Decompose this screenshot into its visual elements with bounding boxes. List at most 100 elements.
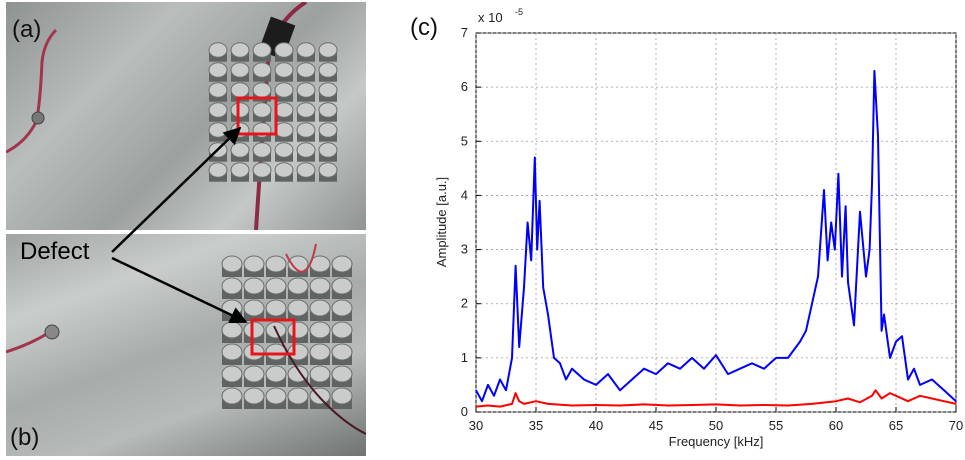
x-tick-labels: 30 35 40 45 50 55 60 65 70 — [469, 418, 963, 433]
pillar-top — [296, 162, 316, 178]
pillar-top — [243, 321, 265, 339]
series-line-red — [475, 389, 957, 408]
x-tick-label: 45 — [649, 418, 663, 433]
sensor-a — [31, 111, 45, 125]
x-tick-label: 35 — [529, 418, 543, 433]
panel-label-b: (b) — [10, 424, 40, 451]
y-tick-labels: 0 1 2 3 4 5 6 7 — [461, 25, 468, 419]
pillar-top — [309, 343, 331, 361]
pillar-top — [252, 102, 272, 118]
pillar-array-b — [221, 255, 353, 409]
y-tick-label: 0 — [461, 404, 468, 419]
exponent-power: -5 — [515, 7, 523, 17]
y-tick-label: 1 — [461, 350, 468, 365]
pillar-top — [287, 299, 309, 317]
pillar-top — [252, 142, 272, 158]
x-tick-label: 40 — [589, 418, 603, 433]
pillar-top — [252, 162, 272, 178]
pillar-top — [331, 343, 353, 361]
y-tick-label: 2 — [461, 296, 468, 311]
photo-panel-b: (b) — [6, 234, 366, 456]
panel-label-a: (a) — [12, 16, 42, 43]
exponent-label: x 10 — [478, 10, 503, 25]
pillar-top — [287, 255, 309, 273]
series-line-blue — [475, 69, 957, 403]
x-axis-label: Frequency [kHz] — [669, 434, 764, 449]
pillar-top — [221, 343, 243, 361]
pillar-top — [318, 82, 338, 98]
pillar-top — [296, 122, 316, 138]
wire-b-2 — [285, 243, 317, 273]
pillar-top — [296, 62, 316, 78]
pillar-top — [309, 277, 331, 295]
pillar-top — [309, 321, 331, 339]
pillar-top — [296, 42, 316, 58]
x-tick-label: 50 — [709, 418, 723, 433]
pillar-top — [208, 62, 228, 78]
pillar-top — [309, 365, 331, 383]
pillar-top — [208, 82, 228, 98]
pillar-top — [331, 321, 353, 339]
defect-box-b — [250, 318, 296, 356]
pillar-top — [274, 82, 294, 98]
plate-illustration-b — [6, 243, 366, 435]
pillar-top — [296, 142, 316, 158]
pillar-top — [296, 102, 316, 118]
defect-label: Defect — [20, 238, 90, 265]
pillar-top — [309, 299, 331, 317]
wire-b-1 — [273, 325, 366, 435]
pillar-top — [265, 255, 287, 273]
pillar-top — [221, 387, 243, 405]
pillar-top — [243, 365, 265, 383]
y-tick-label: 4 — [461, 187, 468, 202]
pillar-top — [265, 299, 287, 317]
pillar-top — [265, 387, 287, 405]
pillar-top — [318, 162, 338, 178]
pillar-top — [287, 387, 309, 405]
sensor-b — [44, 324, 60, 340]
pillar-top — [296, 82, 316, 98]
pillar-top — [331, 365, 353, 383]
pillar-top — [318, 62, 338, 78]
y-tick-label: 5 — [461, 133, 468, 148]
pillar-top — [243, 387, 265, 405]
pillar-top — [318, 122, 338, 138]
y-tick-label: 6 — [461, 79, 468, 94]
pillar-top — [265, 343, 287, 361]
pillar-top — [252, 62, 272, 78]
pillar-top — [221, 365, 243, 383]
pillar-top — [331, 255, 353, 273]
pillar-top — [274, 142, 294, 158]
sensor-wire-a — [6, 28, 58, 154]
x-tick-label: 30 — [469, 418, 483, 433]
y-axis-label: Amplitude [a.u.] — [434, 177, 449, 267]
pillar-top — [331, 387, 353, 405]
pillar-top — [265, 365, 287, 383]
x-tick-label: 70 — [949, 418, 963, 433]
x-tick-label: 60 — [829, 418, 843, 433]
pillar-top — [252, 42, 272, 58]
x-tick-label: 65 — [889, 418, 903, 433]
pillar-top — [331, 299, 353, 317]
pillar-top — [318, 142, 338, 158]
pillar-top — [274, 62, 294, 78]
pillar-top — [230, 62, 250, 78]
pillar-top — [265, 277, 287, 295]
pillar-top — [318, 102, 338, 118]
pillar-top — [318, 42, 338, 58]
pillar-array-a — [208, 42, 338, 182]
grid-lines — [475, 32, 957, 413]
x-tick-label: 55 — [769, 418, 783, 433]
y-tick-label: 7 — [461, 25, 468, 40]
pillar-top — [287, 277, 309, 295]
plate-illustration-a — [6, 2, 338, 230]
pillar-top — [230, 102, 250, 118]
series-lines — [475, 69, 957, 408]
panel-label-c: (c) — [410, 14, 438, 41]
defect-box-a — [236, 96, 278, 136]
pillar-top — [274, 42, 294, 58]
pillar-top — [243, 343, 265, 361]
pillar-top — [331, 277, 353, 295]
y-tick-label: 3 — [461, 242, 468, 257]
